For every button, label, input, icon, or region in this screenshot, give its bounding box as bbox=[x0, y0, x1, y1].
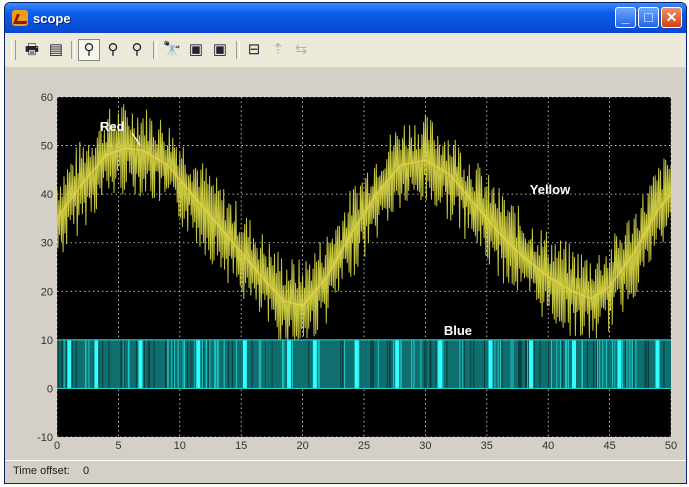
scope-chart[interactable]: 0 5 10 15 20 25 30 35 40 45 50-100102030405060RedY… bbox=[5, 67, 687, 461]
toolbar-separator bbox=[236, 41, 240, 59]
series-yellow-line bbox=[56, 104, 672, 348]
maximize-button[interactable]: □ bbox=[638, 7, 659, 28]
series-blue-pulse-bright bbox=[354, 339, 359, 389]
series-blue-pulse-bright bbox=[196, 339, 201, 389]
toolbar-separator bbox=[153, 41, 157, 59]
series-blue-pulse-bright bbox=[94, 339, 99, 389]
close-button[interactable]: ✕ bbox=[661, 7, 682, 28]
parameters-icon[interactable]: ▤ bbox=[48, 41, 64, 58]
print-icon[interactable]: 🖶 bbox=[24, 41, 40, 58]
zoom-icon[interactable]: ⚲ bbox=[78, 39, 100, 61]
x-tick-label: 35 bbox=[481, 440, 493, 452]
x-tick-label: 5 bbox=[115, 440, 121, 452]
zoom-y-icon[interactable]: ⚲ bbox=[131, 41, 143, 58]
y-tick-label: 20 bbox=[41, 286, 53, 298]
series-blue-band bbox=[57, 339, 671, 389]
x-tick-label: 25 bbox=[358, 440, 370, 452]
series-blue-pulse-bright bbox=[655, 339, 660, 389]
y-tick-label: -10 bbox=[37, 432, 53, 444]
series-blue-pulse-bright bbox=[138, 339, 143, 389]
x-tick-label: 50 bbox=[665, 440, 677, 452]
signal-select-icon[interactable]: ⇡ bbox=[271, 41, 285, 58]
annotation-red: Red bbox=[100, 119, 125, 134]
zoom-x-icon[interactable]: ⚲ bbox=[107, 41, 119, 58]
annotation-blue: Blue bbox=[444, 323, 472, 338]
title-bar[interactable]: scope _ □ ✕ bbox=[5, 3, 686, 33]
x-tick-label: 15 bbox=[235, 440, 247, 452]
toolbar-separator bbox=[71, 41, 75, 59]
x-tick-label: 45 bbox=[603, 440, 615, 452]
series-blue-pulse-bright bbox=[617, 339, 622, 389]
restore-axes-icon[interactable]: ▣ bbox=[212, 41, 228, 58]
lock-axes-icon[interactable]: ⇆ bbox=[294, 41, 308, 58]
series-blue-pulse-bright bbox=[312, 339, 317, 389]
floating-scope-icon[interactable]: ⊟ bbox=[247, 41, 261, 58]
save-axes-icon[interactable]: ▣ bbox=[188, 41, 204, 58]
y-tick-label: 40 bbox=[41, 189, 53, 201]
autoscale-icon[interactable]: 🔭 bbox=[162, 41, 182, 58]
toolbar: 🖶 ▤ ⚲ ⚲ ⚲ 🔭 ▣ ▣ ⊟ ⇡ ⇆ bbox=[5, 33, 686, 68]
y-tick-label: 60 bbox=[41, 92, 53, 104]
x-tick-label: 20 bbox=[296, 440, 308, 452]
series-blue-pulse-bright bbox=[529, 339, 534, 389]
y-tick-label: 50 bbox=[41, 141, 53, 153]
x-tick-label: 10 bbox=[174, 440, 186, 452]
minimize-button[interactable]: _ bbox=[615, 7, 636, 28]
y-tick-label: 30 bbox=[41, 238, 53, 250]
time-offset-value: 0 bbox=[83, 465, 90, 477]
series-blue-pulse-bright bbox=[571, 339, 576, 389]
y-tick-label: 0 bbox=[47, 383, 53, 395]
x-tick-label: 0 bbox=[54, 440, 60, 452]
x-tick-label: 30 bbox=[419, 440, 431, 452]
series-blue-pulse-bright bbox=[242, 339, 247, 389]
series-blue-pulse-bright bbox=[395, 339, 400, 389]
x-tick-label: 40 bbox=[542, 440, 554, 452]
series-blue-pulse-bright bbox=[438, 339, 443, 389]
annotation-arrow bbox=[131, 132, 141, 146]
y-tick-label: 10 bbox=[41, 335, 53, 347]
window-title: scope bbox=[33, 11, 71, 26]
series-blue-pulse-bright bbox=[287, 339, 292, 389]
toolbar-grip bbox=[11, 40, 16, 60]
scope-window: scope _ □ ✕ 🖶 ▤ ⚲ ⚲ ⚲ 🔭 ▣ ▣ ⊟ ⇡ ⇆ 0 5 10 15… bbox=[4, 2, 687, 484]
time-offset-label: Time offset: bbox=[13, 465, 70, 477]
scope-plot-area: 0 5 10 15 20 25 30 35 40 45 50 -10 0 10 20 30 40 50 60 Red Y… bbox=[5, 67, 687, 461]
series-blue-pulse-bright bbox=[488, 339, 493, 389]
series-blue-pulse-bright bbox=[67, 339, 72, 389]
annotation-yellow: Yellow bbox=[530, 182, 571, 197]
status-bar: Time offset: 0 bbox=[5, 460, 686, 483]
matlab-icon bbox=[12, 10, 28, 26]
